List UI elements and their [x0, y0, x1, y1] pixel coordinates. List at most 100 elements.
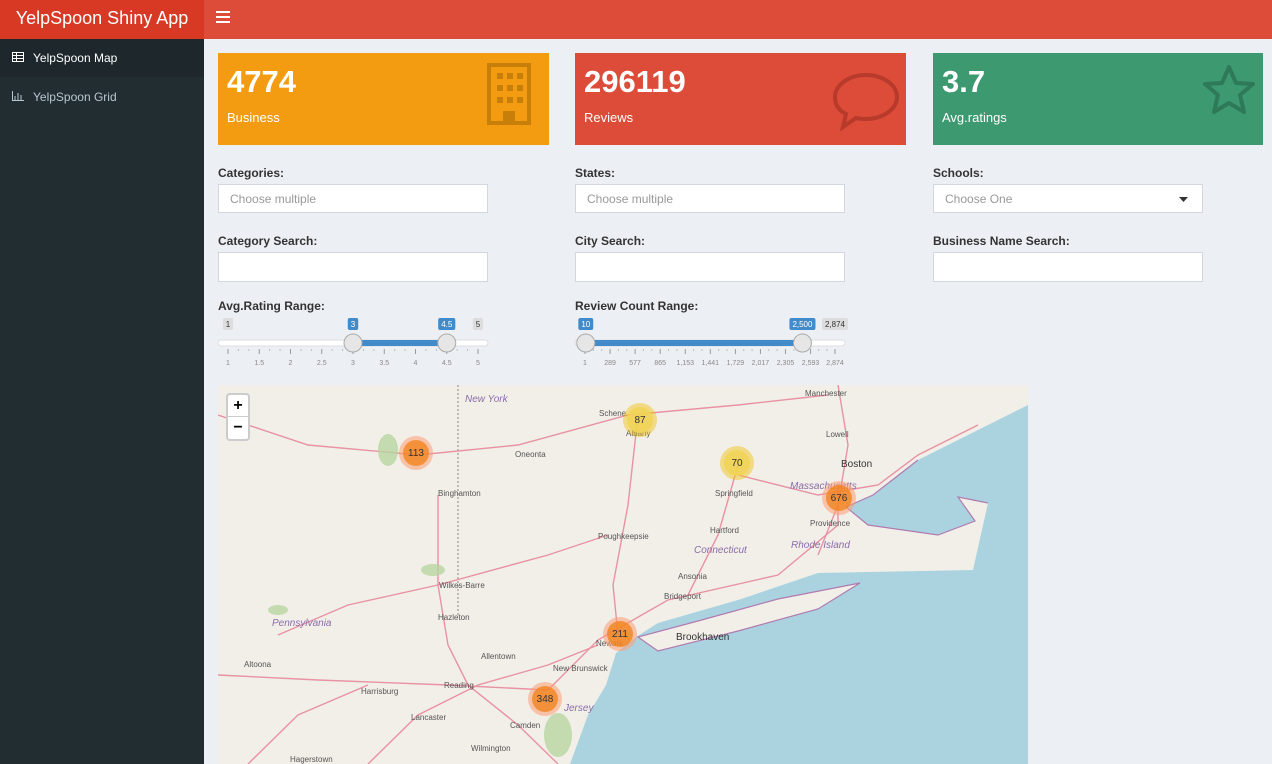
menu-item[interactable]: YelpSpoon Grid	[0, 78, 204, 116]
tick-label: 1,729	[727, 360, 745, 367]
value-box: 4774 Business	[218, 53, 549, 145]
place-label: Hartford	[710, 526, 739, 535]
slider-range	[353, 340, 447, 346]
cluster-count: 70	[724, 450, 750, 476]
select-input[interactable]: Choose multiple	[575, 184, 845, 213]
slider-value-label: 4.5	[441, 320, 453, 329]
range-slider[interactable]: 1 289 577 865 1,153 1,441 1,729 2,017 2,305 2,593…	[570, 313, 850, 373]
place-label: Bridgeport	[664, 592, 701, 601]
cluster-count: 348	[532, 686, 558, 712]
text-input[interactable]	[933, 252, 1203, 282]
place-label: Jersey	[564, 703, 594, 714]
range-slider[interactable]: 1 1.5 2 2.5 3 3.5 4 4.5 5 1 5 3 4.5	[213, 313, 493, 373]
slider-badge	[472, 318, 484, 330]
slider-badge	[222, 318, 234, 330]
slider-label: Avg.Rating Range:	[218, 299, 325, 313]
place-label: Providence	[810, 519, 851, 528]
tick-label: 2,305	[777, 360, 795, 367]
dropdown-caret	[1179, 197, 1188, 202]
input-label: Category Search:	[218, 234, 318, 248]
text-input[interactable]	[575, 252, 845, 282]
place-label: Wilmington	[471, 744, 511, 753]
marker-cluster[interactable]: 211	[603, 617, 637, 651]
icon	[832, 72, 900, 132]
slider-value-label: 5	[476, 320, 481, 329]
marker-cluster[interactable]: 348	[528, 682, 562, 716]
tick-label: 3.5	[379, 360, 389, 367]
select-input[interactable]: Choose multiple	[218, 184, 488, 213]
tick-label: 3	[351, 360, 355, 367]
tick-label: 1,441	[702, 360, 720, 367]
tick-label: 2.5	[317, 360, 327, 367]
tick-label: 577	[629, 360, 641, 367]
slider-handle[interactable]	[343, 333, 363, 353]
tick-label: 5	[476, 360, 480, 367]
place-label: Altoona	[244, 660, 272, 669]
place-label: Reading	[444, 681, 474, 690]
box-label: Avg.ratings	[942, 110, 1007, 125]
place-label: Boston	[841, 459, 873, 470]
place-label: Wilkes-Barre	[439, 581, 485, 590]
place-label: Brookhaven	[676, 632, 730, 643]
tick-label: 4	[414, 360, 418, 367]
place-label: Allentown	[481, 652, 516, 661]
input-label: City Search:	[575, 234, 646, 248]
value-box: 3.7 Avg.ratings	[933, 53, 1263, 145]
icon	[1203, 65, 1255, 114]
placeholder: Choose multiple	[587, 192, 674, 206]
place-label: Hazleton	[438, 613, 470, 622]
place-label: Connecticut	[694, 545, 747, 556]
select-input[interactable]: Choose One	[933, 184, 1203, 213]
input-label: States:	[575, 166, 616, 180]
box-value: 4774	[227, 64, 296, 99]
placeholder: Choose multiple	[230, 192, 317, 206]
slider-value-label: 2,874	[825, 320, 846, 329]
sidebar-toggle[interactable]	[216, 11, 230, 23]
tick-label: 1	[226, 360, 230, 367]
tick-label: 1	[583, 360, 587, 367]
tick-label: 2,593	[802, 360, 820, 367]
slider-value-label: 3	[351, 320, 356, 329]
slider-value-label: 10	[581, 320, 590, 329]
place-label: Poughkeepsie	[598, 532, 649, 541]
place-label: Pennsylvania	[272, 618, 332, 629]
zoom-out[interactable]: −	[233, 419, 243, 436]
box-value: 296119	[584, 64, 686, 99]
place-label: Binghamton	[438, 489, 481, 498]
map-tiles	[218, 385, 1028, 764]
app-title[interactable]: YelpSpoon Shiny App	[0, 0, 204, 39]
slider-handle[interactable]	[792, 333, 812, 353]
icon	[12, 91, 24, 101]
place-label: Oneonta	[515, 450, 546, 459]
tick-label: 1,153	[676, 360, 694, 367]
icon	[487, 63, 531, 125]
box-value: 3.7	[942, 64, 986, 99]
slider-handle[interactable]	[576, 333, 596, 353]
tick-label: 865	[654, 360, 666, 367]
menu-item[interactable]: YelpSpoon Map	[0, 39, 204, 77]
cluster-count: 87	[627, 407, 653, 433]
cluster-count: 676	[826, 485, 852, 511]
place-label: Springfield	[715, 489, 753, 498]
map[interactable]: New York Oneonta Binghamton Schene Alban…	[218, 385, 1028, 764]
box-label: Business	[227, 110, 280, 125]
tick-label: 289	[604, 360, 616, 367]
value-box: 296119 Reviews	[575, 53, 906, 145]
zoom-control: + −	[226, 393, 250, 441]
marker-cluster[interactable]: 676	[822, 481, 856, 515]
tick-label: 2	[289, 360, 293, 367]
input-label: Business Name Search:	[933, 234, 1070, 248]
header: YelpSpoon Shiny App	[0, 0, 1272, 39]
slider-handle[interactable]	[437, 333, 457, 353]
slider-label: Review Count Range:	[575, 299, 699, 313]
text-input[interactable]	[218, 252, 488, 282]
slider-badge	[578, 318, 594, 330]
place-label: New York	[465, 394, 508, 405]
marker-cluster[interactable]: 113	[399, 436, 433, 470]
marker-cluster[interactable]: 87	[623, 403, 657, 437]
marker-cluster[interactable]: 70	[720, 446, 754, 480]
zoom-in[interactable]: +	[228, 395, 248, 417]
icon	[12, 52, 24, 62]
place-label: Albany	[626, 429, 651, 438]
